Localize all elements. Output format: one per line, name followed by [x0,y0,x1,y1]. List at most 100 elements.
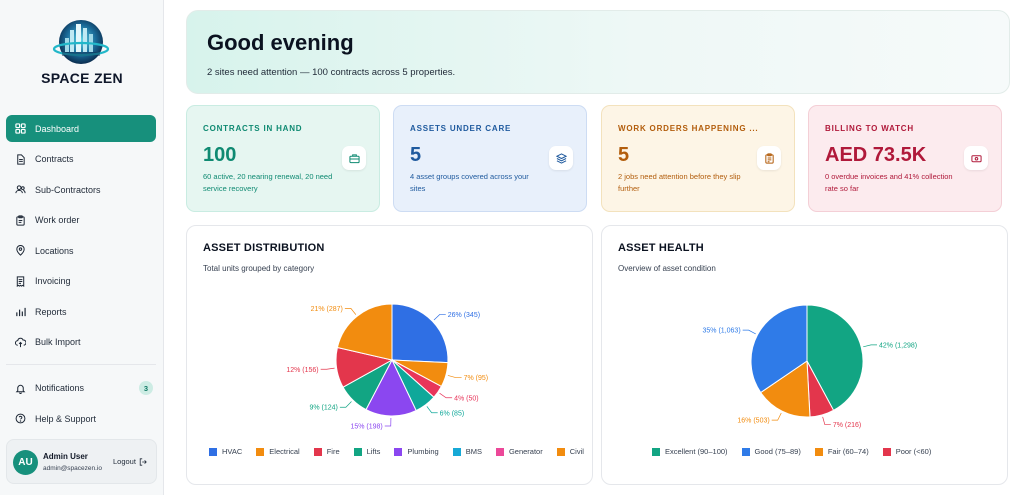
location-pin-icon [15,245,26,256]
sidebar-item-sub-contractors[interactable]: Sub-Contractors [6,176,156,203]
asset-distribution-panel: ASSET DISTRIBUTION Total units grouped b… [186,225,593,485]
pie-slice-plumbing[interactable] [365,358,417,417]
legend-swatch [452,447,461,456]
brand-logo[interactable]: SPACE ZEN [40,16,124,90]
pie-slice-hvac[interactable] [391,303,449,364]
stat-card-description: 2 jobs need attention before they slip f… [618,172,741,193]
stat-card-billing[interactable]: BILLING TO WATCH AED 73.5K 0 overdue inv… [808,105,1002,212]
pie-leader-line [433,314,446,321]
document-icon [15,153,26,165]
pie-leader-line [344,308,357,315]
legend-item[interactable]: Fire [313,447,340,456]
legend-item[interactable]: Excellent (90–100) [652,447,728,456]
legend-item[interactable]: Plumbing [394,447,439,456]
legend-label: Plumbing [407,447,439,456]
stat-card-description: 60 active, 20 nearing renewal, 20 need s… [203,172,333,193]
receipt-icon [15,275,26,287]
legend-swatch [814,447,823,456]
pie-slice-excellent-90-100[interactable] [806,304,864,411]
legend-item[interactable]: Poor (<60) [882,447,932,456]
user-profile-card: AU Admin User admin@spacezen.io Logout [6,439,157,484]
sidebar-item-label: Bulk Import [35,337,81,347]
brand-name: SPACE ZEN [41,70,123,86]
briefcase-icon [342,146,366,170]
stat-card-title: ASSETS UNDER CARE [410,124,512,133]
legend-swatch [256,447,265,456]
pie-data-label: 42% (1,298) [879,342,917,349]
pie-data-label: 16% (503) [737,418,769,425]
legend-item[interactable]: BMS [452,447,482,456]
pie-slice-good-75-89[interactable] [750,304,808,394]
clipboard-icon [15,214,26,226]
stat-card-title: BILLING TO WATCH [825,124,914,133]
sidebar-item-dashboard[interactable]: Dashboard [6,115,156,142]
pie-leader-line [822,416,831,425]
logout-button[interactable]: Logout [113,457,147,466]
pie-leader-line [320,367,335,370]
sidebar-item-contracts[interactable]: Contracts [6,146,156,173]
legend-item[interactable]: Lifts [353,447,381,456]
stat-card-description: 0 overdue invoices and 41% collection ra… [825,172,953,193]
legend-item[interactable]: Good (75–89) [741,447,801,456]
chart-title: ASSET HEALTH [618,242,704,254]
sidebar-item-help-support[interactable]: Help & Support [6,405,156,432]
legend-item[interactable]: Electrical [256,447,300,456]
pie-leader-line [447,375,462,378]
sidebar-item-locations[interactable]: Locations [6,237,156,264]
logout-label: Logout [113,457,136,466]
sidebar-item-label: Invoicing [35,276,71,286]
asset-health-panel: ASSET HEALTH Overview of asset condition… [601,225,1008,485]
asset-health-pie-chart: 42% (1,298) 7% (216) 16% (503) 35% (1,063) [703,304,917,429]
bar-chart-icon [15,306,26,317]
stat-card-work-orders[interactable]: WORK ORDERS HAPPENING ... 5 2 jobs need … [601,105,795,212]
pie-data-label: 12% (156) [286,367,318,374]
legend-label: Civil [569,447,584,456]
sidebar-item-label: Help & Support [35,413,97,424]
sidebar-item-reports[interactable]: Reports [6,298,156,325]
pie-data-label: 26% (345) [448,312,480,319]
sidebar-item-invoicing[interactable]: Invoicing [6,268,156,295]
pie-slice-fair-60-74[interactable] [760,360,811,418]
stat-card-title: CONTRACTS IN HAND [203,124,303,133]
legend-swatch [652,447,660,456]
bell-icon [15,383,26,394]
sidebar-item-notifications[interactable]: Notifications 3 [6,375,156,402]
sidebar-item-label: Contracts [35,154,74,164]
dashboard-icon [15,123,26,134]
sidebar-divider [6,363,156,365]
legend-item[interactable]: HVAC [209,447,242,456]
stat-card-assets[interactable]: ASSETS UNDER CARE 5 4 asset groups cover… [393,105,587,212]
legend-label: Lifts [366,447,381,456]
legend-item[interactable]: Fair (60–74) [814,447,869,456]
pie-leader-line [863,344,877,348]
avatar[interactable]: AU [13,450,38,475]
legend-swatch [495,447,504,456]
asset-distribution-pie-chart: 26% (345) 7% (95) 4% (50) 6% (85) 15% (198) 9… [286,303,488,430]
legend-swatch [394,447,403,456]
stat-card-contracts[interactable]: CONTRACTS IN HAND 100 60 active, 20 near… [186,105,380,212]
greeting-banner: Good evening 2 sites need attention — 10… [186,10,1010,94]
logout-icon [139,457,147,466]
sidebar-item-label: Notifications [35,383,85,393]
notification-count-badge: 3 [139,381,153,395]
greeting-title: Good evening [207,30,354,55]
stat-card-value: 5 [410,144,422,166]
chart-title: ASSET DISTRIBUTION [203,242,325,254]
pie-slice-civil[interactable] [336,303,393,361]
stat-card-description: 4 asset groups covered across your sites [410,172,529,193]
legend-label: Generator [508,447,543,456]
legend-item[interactable]: Civil [556,447,584,456]
pie-leader-line [426,406,438,414]
legend-item[interactable]: Generator [495,447,543,456]
sidebar-item-work-order[interactable]: Work order [6,207,156,234]
pie-data-label: 9% (124) [309,405,337,412]
sidebar-item-label: Sub-Contractors [35,184,101,195]
legend-label: Poor (<60) [895,447,932,456]
users-icon [15,184,26,195]
city-globe-logo-icon [52,20,110,64]
pie-leader-line [771,412,782,421]
sidebar-item-bulk-import[interactable]: Bulk Import [6,329,156,356]
pie-data-label: 15% (198) [350,423,382,430]
pie-leader-line [439,392,453,399]
pie-leader-line [742,329,756,335]
